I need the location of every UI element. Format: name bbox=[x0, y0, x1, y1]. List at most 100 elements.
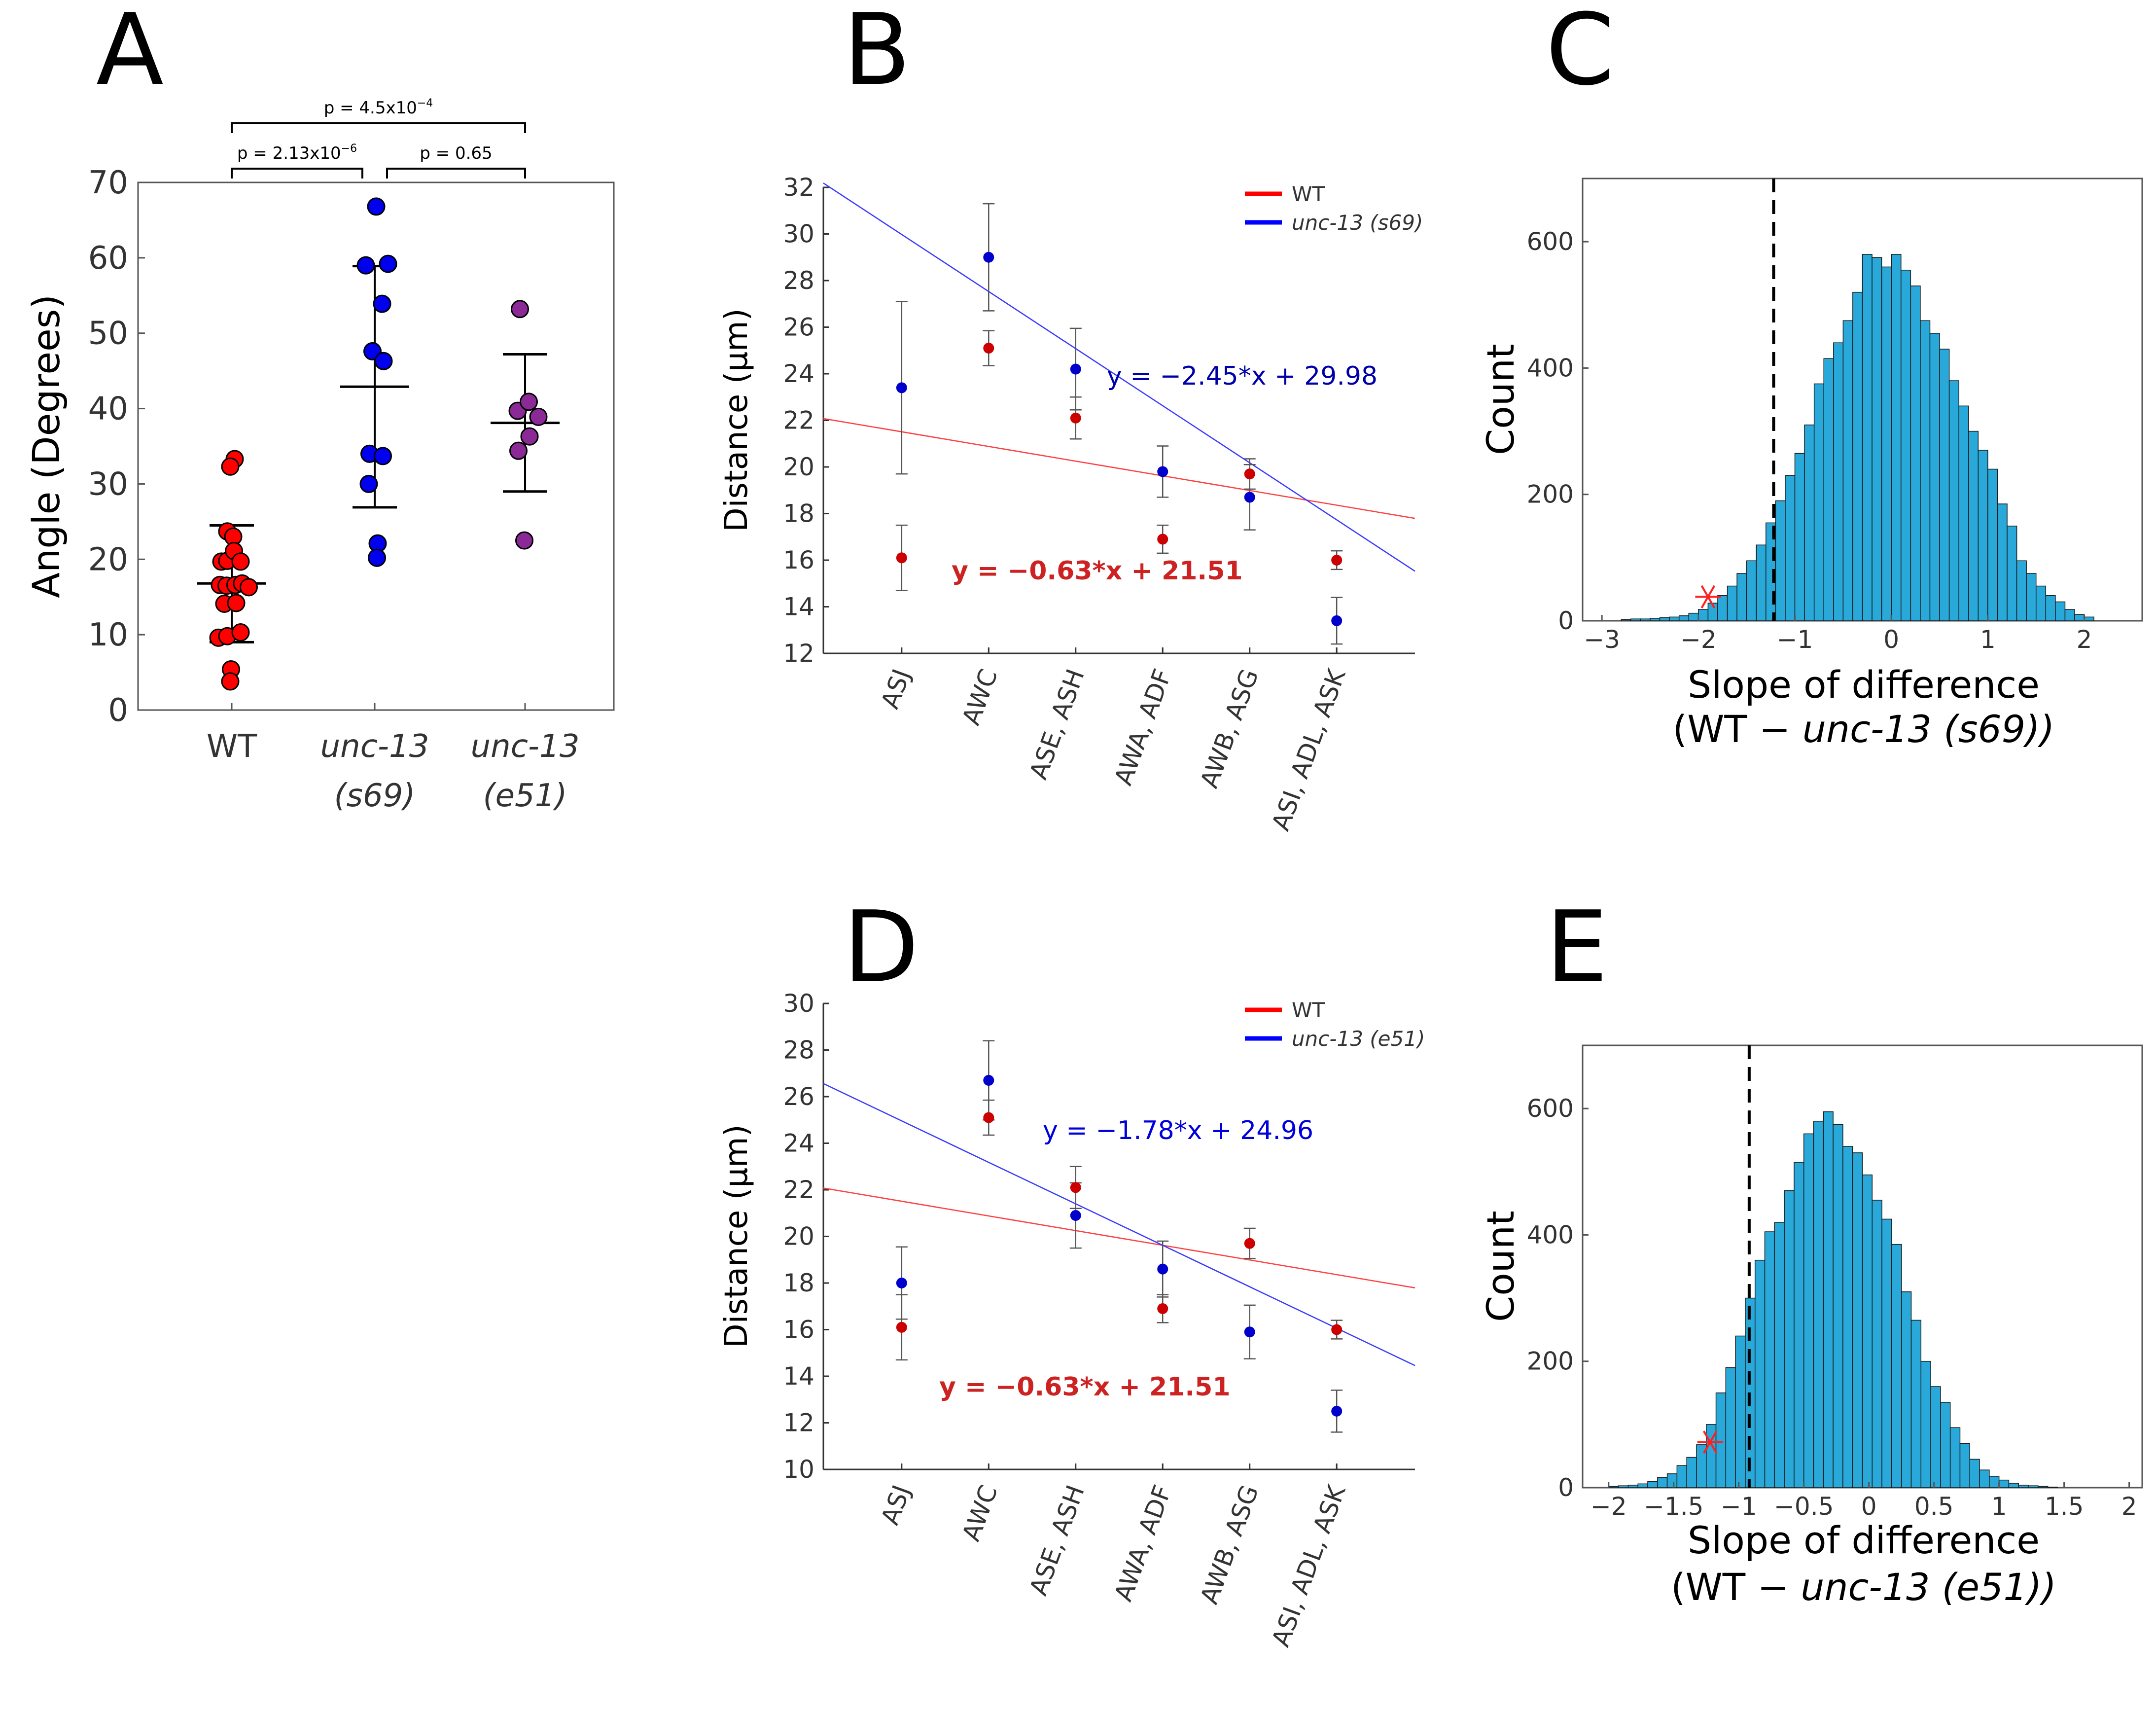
panel-c-histogram-bar bbox=[2064, 609, 2075, 621]
panel-c-histogram-bar bbox=[1929, 333, 1940, 621]
panel-d-legend-suffix: (e51) bbox=[1363, 1027, 1425, 1051]
panel-a-ytick-label: 0 bbox=[108, 692, 128, 729]
panel-b-ytick-label: 14 bbox=[783, 593, 814, 621]
panel-d-xtick-label: ASI, ADL, ASK bbox=[1266, 1481, 1351, 1650]
panel-b-ylabel: Distance (μm) bbox=[718, 308, 755, 532]
panel-c-asterisk-stroke bbox=[1700, 585, 1716, 608]
panel-c-ytick-label: 400 bbox=[1527, 354, 1574, 382]
panel-c-histogram-bar bbox=[1901, 270, 1911, 621]
panel-a-data-point bbox=[374, 447, 392, 465]
panel-e-xtick-label: 0 bbox=[1861, 1492, 1877, 1521]
panel-e-observed-asterisk bbox=[1697, 1430, 1723, 1454]
panel-a-data-point bbox=[373, 294, 391, 313]
panel-b-xtick-label: ASI, ADL, ASK bbox=[1266, 665, 1351, 834]
panel-d-data-point bbox=[1244, 1238, 1255, 1249]
panel-c-histogram-bar bbox=[1833, 342, 1844, 621]
panel-e-histogram-bar bbox=[1647, 1481, 1658, 1488]
panel-b-xtick-label: AWA, ADF bbox=[1109, 665, 1177, 789]
panel-d-data-point bbox=[1070, 1210, 1081, 1221]
panel-a-data-point bbox=[227, 594, 246, 612]
panel-a-ytick-label: 40 bbox=[88, 391, 128, 428]
panel-c-histogram-bar bbox=[1958, 405, 1969, 621]
panel-c: Count Slope of difference (WT − unc-13 (… bbox=[1479, 178, 2143, 751]
panel-c-histogram-bar bbox=[1640, 618, 1651, 621]
panel-a-pvalue-label: p = 0.65 bbox=[420, 143, 492, 163]
panel-b-data-point bbox=[1244, 468, 1255, 480]
panel-e-xtick-label: −2 bbox=[1590, 1492, 1627, 1521]
panel-label-e: E bbox=[1546, 890, 1608, 1005]
panel-e-histogram-bar bbox=[1852, 1152, 1863, 1488]
panel-e-xlabel-line1: Slope of difference bbox=[1688, 1518, 2040, 1562]
panel-c-histogram-bar bbox=[1794, 453, 1805, 621]
panel-e-histogram-bar bbox=[1666, 1473, 1678, 1488]
panel-b-fit-equation: y = −2.45*x + 29.98 bbox=[1107, 361, 1378, 391]
panel-b-ytick-label: 20 bbox=[783, 453, 814, 481]
panel-d-xtick-label: AWC bbox=[956, 1481, 1003, 1545]
panel-e-histogram-bar bbox=[1715, 1392, 1727, 1488]
panel-c-histogram-bar bbox=[1978, 450, 1988, 621]
panel-c-histogram-bar bbox=[1862, 254, 1873, 621]
panel-b-ytick-label: 26 bbox=[783, 313, 814, 342]
panel-c-histogram-bar bbox=[1775, 500, 1786, 621]
panel-e-histogram-bar bbox=[1979, 1469, 1990, 1488]
panel-c-histogram-bar bbox=[1852, 291, 1863, 621]
panel-d-ytick-label: 16 bbox=[783, 1316, 814, 1344]
panel-b-fit-line bbox=[823, 182, 1415, 572]
panel-a-comparison-bracket bbox=[386, 168, 526, 178]
panel-e-histogram-bar bbox=[1862, 1174, 1873, 1488]
panel-e-histogram-bar bbox=[1901, 1291, 1912, 1488]
panel-e-ytick-label: 0 bbox=[1558, 1473, 1574, 1502]
panel-e-histogram-bar bbox=[1764, 1231, 1775, 1488]
panel-c-histogram-bar bbox=[1630, 618, 1641, 621]
panel-e-histogram-bar bbox=[1823, 1111, 1834, 1488]
panel-e-histogram-bar bbox=[1989, 1476, 2000, 1488]
panel-b-ytick-label: 16 bbox=[783, 546, 814, 574]
panel-e-xtick-label: 1.5 bbox=[2045, 1492, 2084, 1521]
panel-b-xtick-label: AWB, ASG bbox=[1195, 665, 1264, 791]
panel-a-ytick-label: 70 bbox=[88, 165, 128, 201]
panel-e-histogram-bar bbox=[1618, 1485, 1629, 1488]
panel-e-histogram-bar bbox=[2018, 1485, 2029, 1488]
panel-d-data-point bbox=[1070, 1182, 1081, 1193]
panel-a-data-point bbox=[520, 393, 538, 411]
panel-e-xtick-label: 1 bbox=[1991, 1492, 2007, 1521]
panel-c-histogram-bar bbox=[2026, 573, 2037, 621]
panel-d-xtick-label: ASJ bbox=[876, 1481, 916, 1529]
panel-e-histogram-bar bbox=[1949, 1427, 1961, 1488]
panel-a-comparison-bracket bbox=[231, 122, 526, 133]
panel-c-observed-asterisk bbox=[1695, 585, 1721, 608]
panel-b-data-point bbox=[1070, 363, 1081, 375]
panel-e-xtick-label: −1 bbox=[1721, 1492, 1757, 1521]
panel-b-data-point bbox=[1244, 492, 1255, 503]
panel-e-histogram-bar bbox=[1940, 1402, 1951, 1488]
panel-e-histogram-bar bbox=[1833, 1124, 1843, 1488]
panel-c-histogram-bar bbox=[1910, 286, 1921, 621]
panel-label-a: A bbox=[96, 0, 164, 107]
panel-c-histogram-bar bbox=[1842, 320, 1853, 621]
panel-e-histogram-bar bbox=[1784, 1190, 1795, 1488]
panel-e-xlabel-line2: (WT − unc-13 (e51)) bbox=[1671, 1565, 2056, 1609]
panel-c-histogram-bar bbox=[2016, 560, 2027, 621]
panel-a-data-point bbox=[515, 531, 533, 550]
panel-d-ytick-label: 14 bbox=[783, 1362, 814, 1391]
panel-d-data-point bbox=[1331, 1324, 1343, 1335]
panel-d-xtick-label: ASE, ASH bbox=[1024, 1481, 1090, 1599]
panel-b-ytick-label: 30 bbox=[783, 220, 814, 249]
panel-c-histogram-bar bbox=[2035, 585, 2047, 621]
panel-d-data-point bbox=[983, 1074, 994, 1086]
panel-label-c: C bbox=[1546, 0, 1615, 107]
panel-c-histogram-bar bbox=[2074, 614, 2085, 621]
panel-e-histogram-bar bbox=[1657, 1477, 1668, 1488]
panel-c-xtick-label: 0 bbox=[1883, 625, 1899, 654]
panel-d-fit-equation: y = −0.63*x + 21.51 bbox=[939, 1372, 1231, 1402]
panel-e-xlabel-italic: unc-13 (e51)) bbox=[1801, 1565, 2056, 1609]
panel-d-fit-equation: y = −1.78*x + 24.96 bbox=[1043, 1116, 1313, 1145]
panel-d-legend-label: unc-13 (e51) bbox=[1292, 1027, 1425, 1051]
panel-d-data-point bbox=[1157, 1263, 1168, 1275]
panel-a-data-point bbox=[231, 623, 250, 642]
panel-b: Distance (μm) 12 14 16 18 20 22 24 26 28 30 32 ASJ A… bbox=[718, 173, 1423, 834]
panel-b-ytick-label: 12 bbox=[783, 639, 814, 668]
panel-a-data-point bbox=[240, 578, 258, 597]
panel-c-histogram-bar bbox=[1746, 560, 1757, 621]
panel-d-ytick-label: 22 bbox=[783, 1176, 814, 1204]
